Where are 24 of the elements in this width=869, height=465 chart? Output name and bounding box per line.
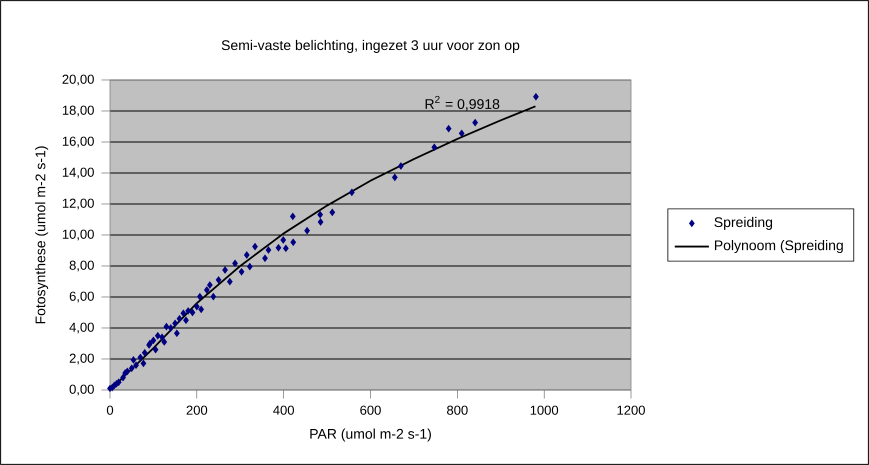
y-tick-label: 12,00	[62, 198, 94, 210]
annotation: R$^{2}$ = 0,9918	[426, 96, 500, 111]
y-tick-label: 8,00	[70, 260, 94, 272]
y-axis-title: Fotosynthese (umol m-2 s-1)	[35, 146, 48, 324]
chart-title: Semi-vaste belichting, ingezet 3 uur voor zon op	[222, 40, 520, 53]
x-tick-label: 200	[186, 406, 208, 415]
x-axis-title: PAR (umol m-2 s-1)	[310, 428, 431, 442]
y-tick-label: 10,00	[62, 230, 94, 240]
y-tick-label: 6,00	[70, 292, 94, 302]
legend-label: Spreiding	[714, 216, 772, 230]
x-tick-label: 1200	[618, 406, 645, 415]
y-tick-label: 16,00	[62, 136, 94, 148]
x-tick-label: 600	[360, 406, 381, 415]
x-tick-label: 1000	[530, 406, 558, 415]
y-tick-label: 20,00	[62, 74, 94, 86]
y-tick-label: 4,00	[69, 322, 94, 334]
y-tick-label: 14,00	[62, 168, 94, 178]
legend-label: Polynoom (Spreiding	[714, 240, 843, 254]
y-tick-label: 18,00	[62, 106, 94, 116]
x-tick-label: 400	[273, 406, 294, 415]
y-tick-label: 0,00	[70, 384, 94, 396]
x-tick-label: 0	[106, 406, 114, 415]
y-tick-label: 2,00	[70, 354, 94, 364]
x-tick-label: 800	[447, 406, 468, 415]
